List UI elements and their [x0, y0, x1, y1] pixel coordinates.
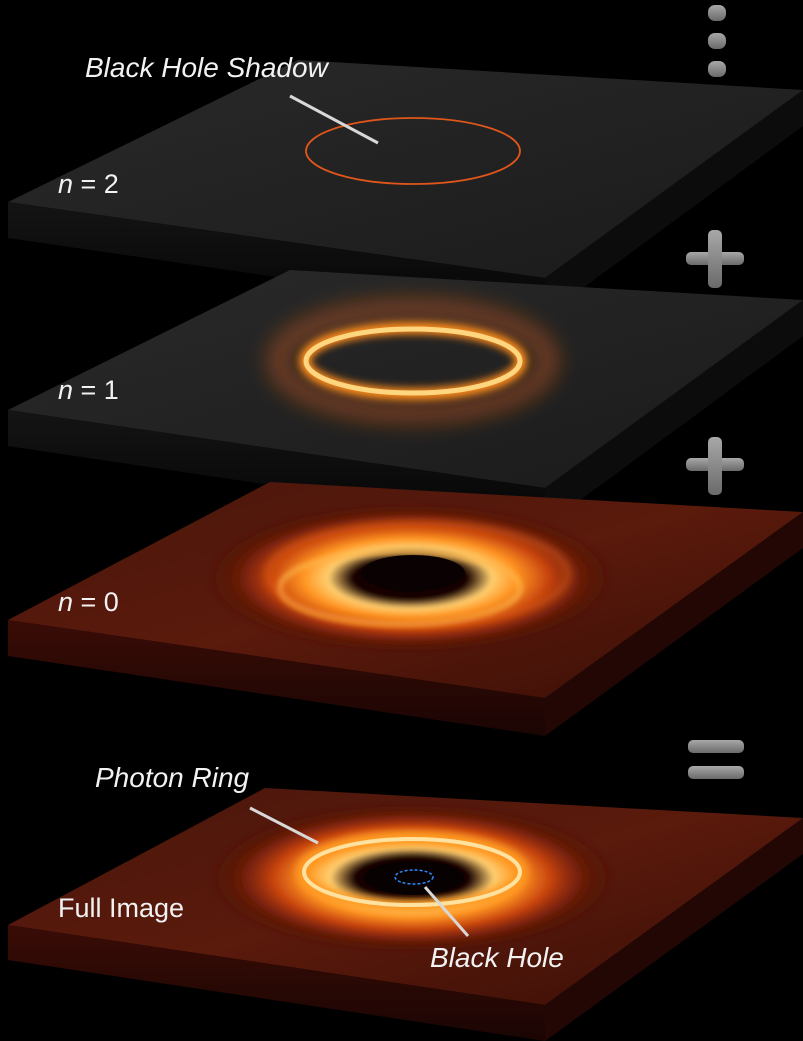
n0-shadow-center — [361, 555, 465, 591]
layer-n1-right-side — [545, 300, 803, 526]
n1-halo — [267, 298, 559, 424]
layer-n0 — [8, 482, 803, 736]
layer-n0-right-side — [545, 512, 803, 736]
full-shadow-center — [364, 861, 464, 895]
n0-disk-streak-2 — [265, 521, 571, 627]
layer-n0-label: n = 0 — [58, 589, 119, 616]
layer-n0-front-side — [8, 620, 545, 736]
black-hole-marker — [394, 869, 434, 885]
full-photon-ring — [302, 837, 522, 907]
equals-icon — [688, 740, 744, 779]
layer-n2-variable: n — [58, 169, 74, 199]
layer-n1-top — [8, 270, 803, 488]
layer-n1-variable: n — [58, 375, 74, 405]
n1-ring — [303, 326, 523, 396]
plus-icon-2 — [686, 437, 744, 495]
layer-n2-label: n = 2 — [58, 171, 119, 198]
black-hole-label: Black Hole — [430, 942, 564, 973]
black-hole-shadow-label: Black Hole Shadow — [85, 52, 328, 83]
plus-icon-1 — [686, 230, 744, 288]
layer-full-front-side — [8, 925, 545, 1041]
layer-full-right-side — [545, 818, 803, 1041]
full-image-label: Full Image — [58, 893, 185, 923]
shadow-pointer-line — [289, 94, 379, 145]
n2-thin-ring — [305, 117, 521, 185]
layer-n1-value: = 1 — [73, 375, 119, 405]
layer-n1 — [8, 270, 803, 526]
layer-n2-right-side — [545, 90, 803, 316]
layer-n0-value: = 0 — [73, 587, 119, 617]
photon-ring-label: Photon Ring — [95, 762, 250, 793]
layer-n0-variable: n — [58, 587, 74, 617]
layer-n2-top — [8, 60, 803, 278]
photon-ring-pointer-line — [249, 806, 319, 845]
layer-n1-label: n = 1 — [58, 377, 119, 404]
layer-full-image — [8, 788, 803, 1041]
black-hole-pointer-line — [423, 886, 470, 937]
layer-n2-value: = 2 — [73, 169, 119, 199]
continuation-dots-icon — [708, 5, 726, 77]
